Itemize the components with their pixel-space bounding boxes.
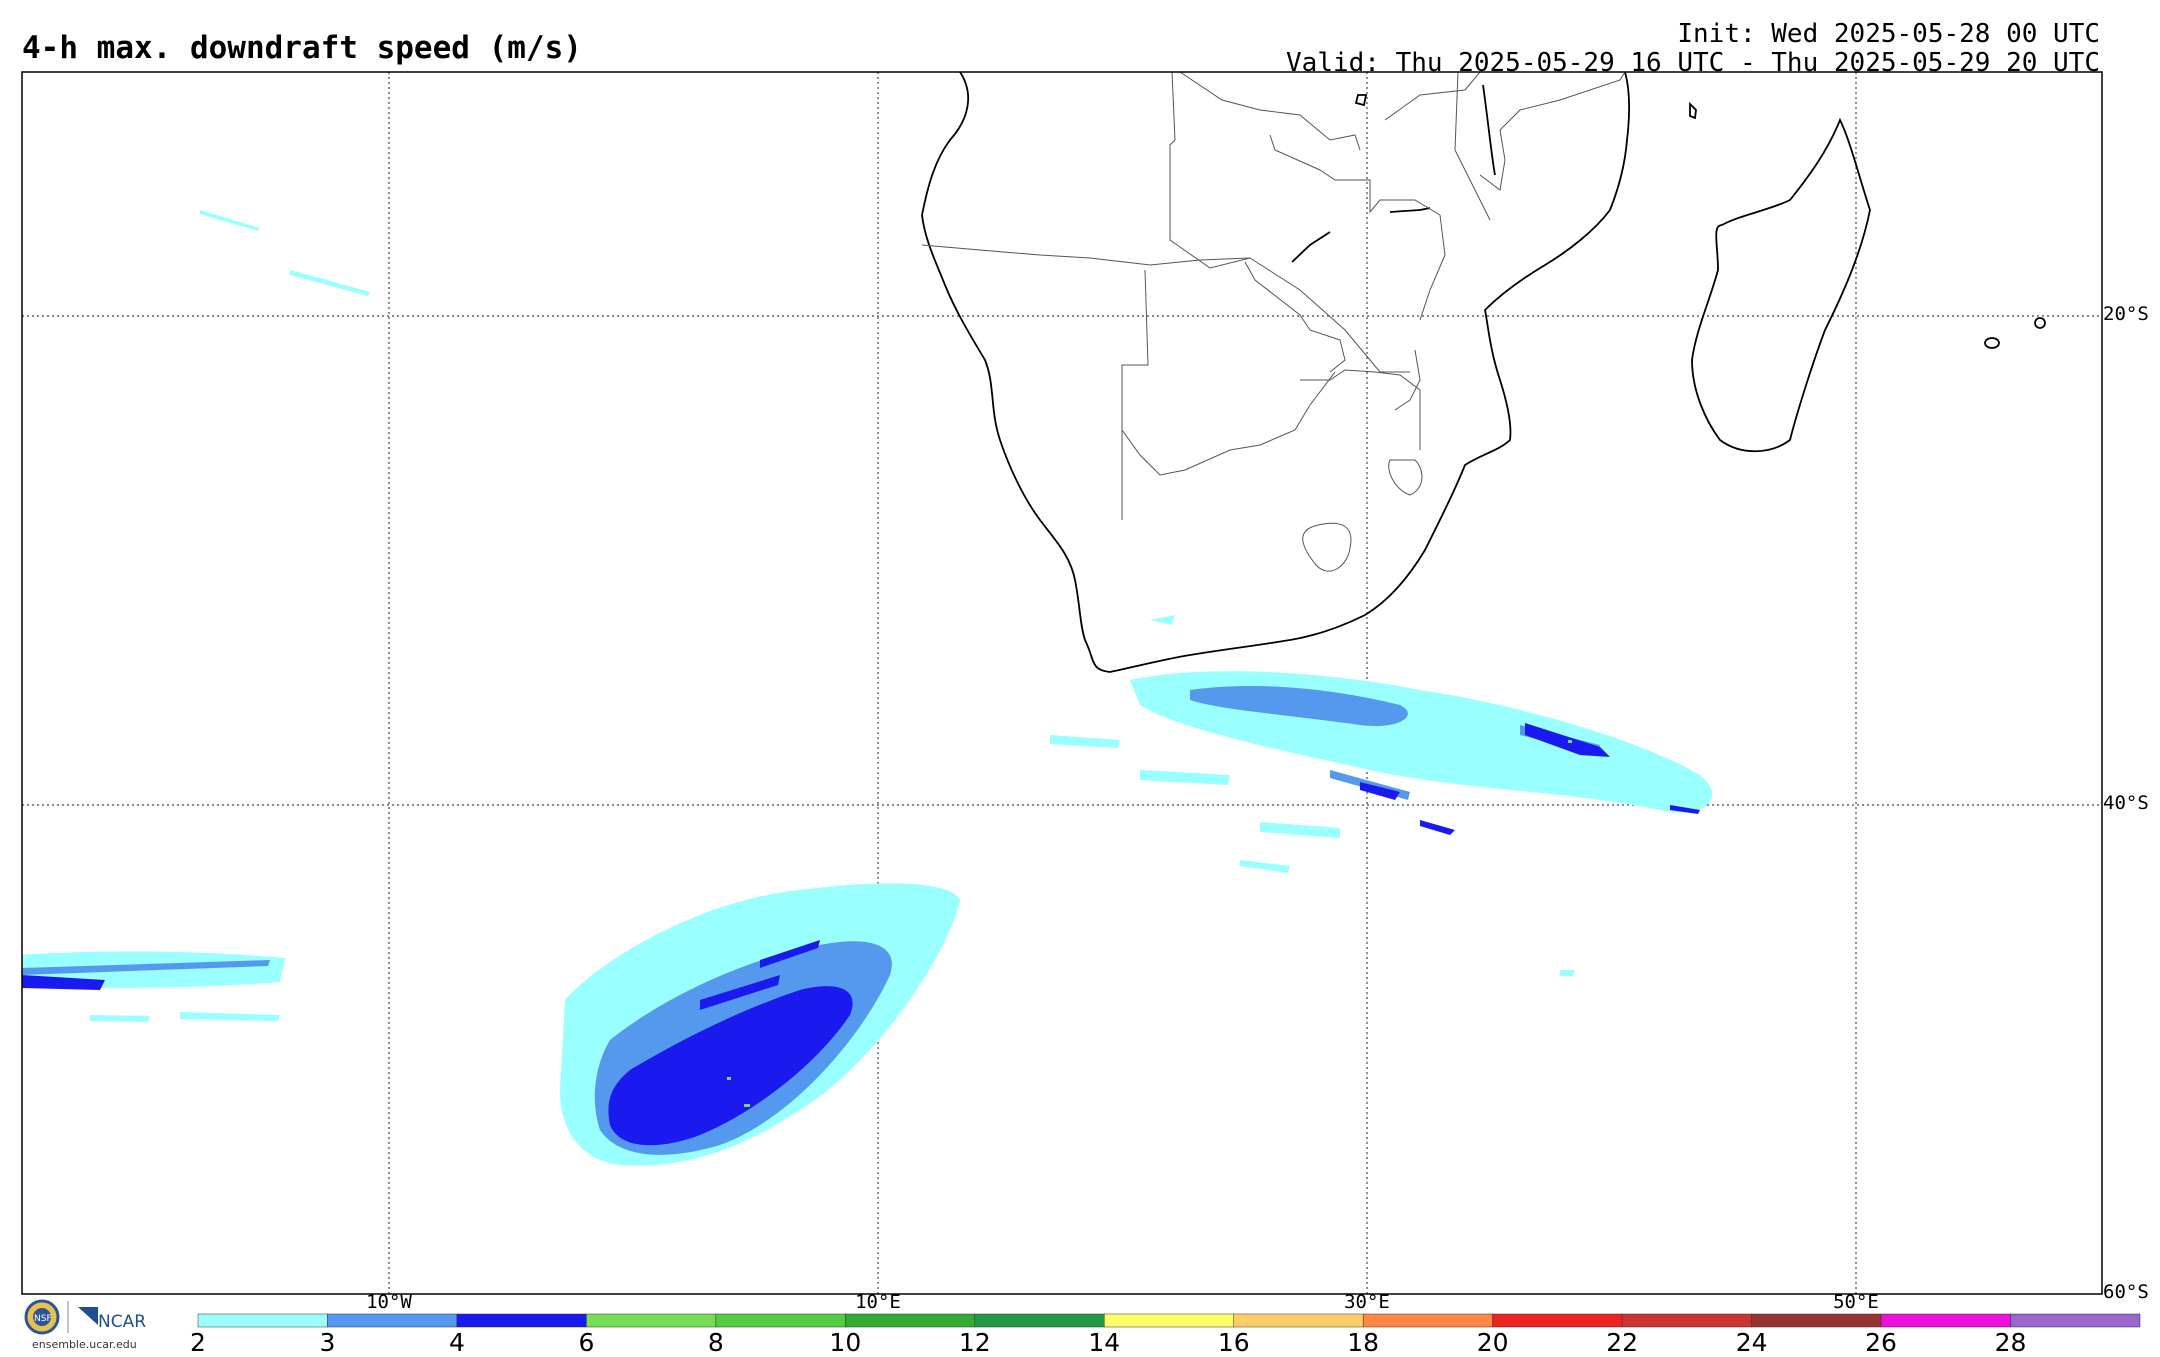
colorbar-segment bbox=[327, 1313, 458, 1328]
nsf-text: NSF bbox=[34, 1314, 52, 1324]
lat-label-40s: 40°S bbox=[2103, 792, 2149, 814]
colorbar-tick-label: 24 bbox=[1735, 1328, 1768, 1357]
ncar-text: NCAR bbox=[98, 1312, 146, 1332]
colorbar-segment bbox=[1621, 1313, 1752, 1328]
colorbar-tick-label: 6 bbox=[578, 1328, 595, 1357]
colorbar-tick-label: 12 bbox=[958, 1328, 991, 1357]
kenya-coast-hint bbox=[1389, 207, 1431, 213]
colorbar-tick-label: 14 bbox=[1088, 1328, 1121, 1357]
lon-label-10w: 10°W bbox=[366, 1291, 412, 1313]
lat-label-20s: 20°S bbox=[2103, 303, 2149, 325]
colorbar-tick-label: 18 bbox=[1347, 1328, 1380, 1357]
lake-victoria-hint bbox=[1354, 94, 1368, 107]
lon-label-30e: 30°E bbox=[1344, 1291, 1390, 1313]
lake-kariba bbox=[1291, 231, 1331, 263]
colorbar-segment bbox=[715, 1313, 846, 1328]
colorbar-segment bbox=[1880, 1313, 2011, 1328]
colorbar-tick-label: 26 bbox=[1865, 1328, 1897, 1357]
colorbar bbox=[197, 1313, 2141, 1328]
downdraft-2-3-ms bbox=[22, 210, 1713, 1166]
lon-label-10e: 10°E bbox=[855, 1291, 901, 1313]
colorbar-segment bbox=[1751, 1313, 1882, 1328]
map-frame bbox=[21, 71, 2103, 1295]
downdraft-6-8-ms bbox=[727, 740, 1572, 1107]
colorbar-tick-label: 4 bbox=[448, 1328, 465, 1357]
colorbar-segment bbox=[845, 1313, 976, 1328]
graticule bbox=[22, 72, 2102, 1294]
colorbar-tick-label: 22 bbox=[1606, 1328, 1639, 1357]
africa-coast bbox=[921, 72, 1630, 673]
coastlines bbox=[921, 72, 2046, 673]
colorbar-segment bbox=[586, 1313, 717, 1328]
madagascar-coast bbox=[1691, 117, 1871, 453]
colorbar-segment bbox=[456, 1313, 587, 1328]
colorbar-segment bbox=[197, 1313, 328, 1328]
colorbar-segment bbox=[1362, 1313, 1493, 1328]
lake-malawi bbox=[1482, 84, 1496, 176]
colorbar-tick-label: 16 bbox=[1217, 1328, 1250, 1357]
site-url: ensemble.ucar.edu bbox=[32, 1338, 137, 1351]
country-borders bbox=[921, 72, 1626, 572]
init-time: Init: Wed 2025-05-28 00 UTC bbox=[1677, 19, 2100, 49]
colorbar-segment bbox=[1233, 1313, 1364, 1328]
colorbar-tick-label: 10 bbox=[829, 1328, 862, 1357]
map-title: 4-h max. downdraft speed (m/s) bbox=[22, 30, 582, 66]
colorbar-tick-label: 28 bbox=[1994, 1328, 2027, 1357]
colorbar-tick-label: 2 bbox=[190, 1328, 206, 1357]
reunion bbox=[2034, 317, 2046, 329]
downdraft-4-6-ms bbox=[22, 723, 1700, 1146]
colorbar-segment bbox=[1104, 1313, 1234, 1328]
colorbar-tick-label: 20 bbox=[1476, 1328, 1509, 1357]
colorbar-segment bbox=[1492, 1313, 1623, 1328]
colorbar-segment bbox=[2010, 1313, 2141, 1328]
nsf-ncar-logo: NSF NCAR bbox=[22, 1297, 162, 1353]
lon-label-50e: 50°E bbox=[1833, 1291, 1879, 1313]
mauritius bbox=[1984, 337, 2000, 349]
colorbar-tick-label: 3 bbox=[319, 1328, 336, 1357]
comoros bbox=[1689, 101, 1697, 120]
colorbar-tick-label: 8 bbox=[707, 1328, 724, 1357]
lat-label-60s: 60°S bbox=[2103, 1281, 2149, 1303]
colorbar-segment bbox=[974, 1313, 1105, 1328]
